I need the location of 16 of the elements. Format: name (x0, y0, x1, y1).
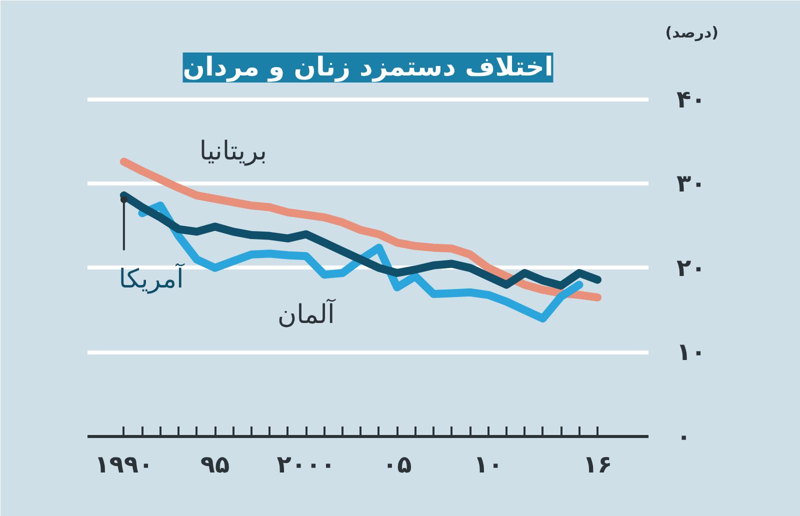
y-tick-label: ۳۰ (676, 170, 706, 198)
x-tick-label: ۱۶ (582, 450, 612, 478)
x-tick-label: ۰۵ (382, 450, 412, 478)
x-tick-label: ۹۵ (200, 450, 230, 478)
x-tick-label: ۲۰۰۰ (276, 450, 336, 478)
y-tick-label: ۱۰ (676, 338, 706, 366)
series-label: بریتانیا (199, 136, 268, 167)
series-label: آمریکا (118, 262, 186, 295)
y-axis-title: (درصد) (665, 24, 719, 42)
x-tick-label: ۱۰ (474, 450, 503, 478)
y-tick-label: ۲۰ (676, 254, 706, 282)
series-label: آلمان (277, 298, 336, 330)
x-tick-label: ۱۹۹۰ (94, 450, 154, 478)
y-tick-label: ۰ (676, 422, 692, 450)
y-tick-label: ۴۰ (676, 85, 706, 114)
chart-title: اختلاف دستمزد زنان و مردان (182, 52, 554, 82)
